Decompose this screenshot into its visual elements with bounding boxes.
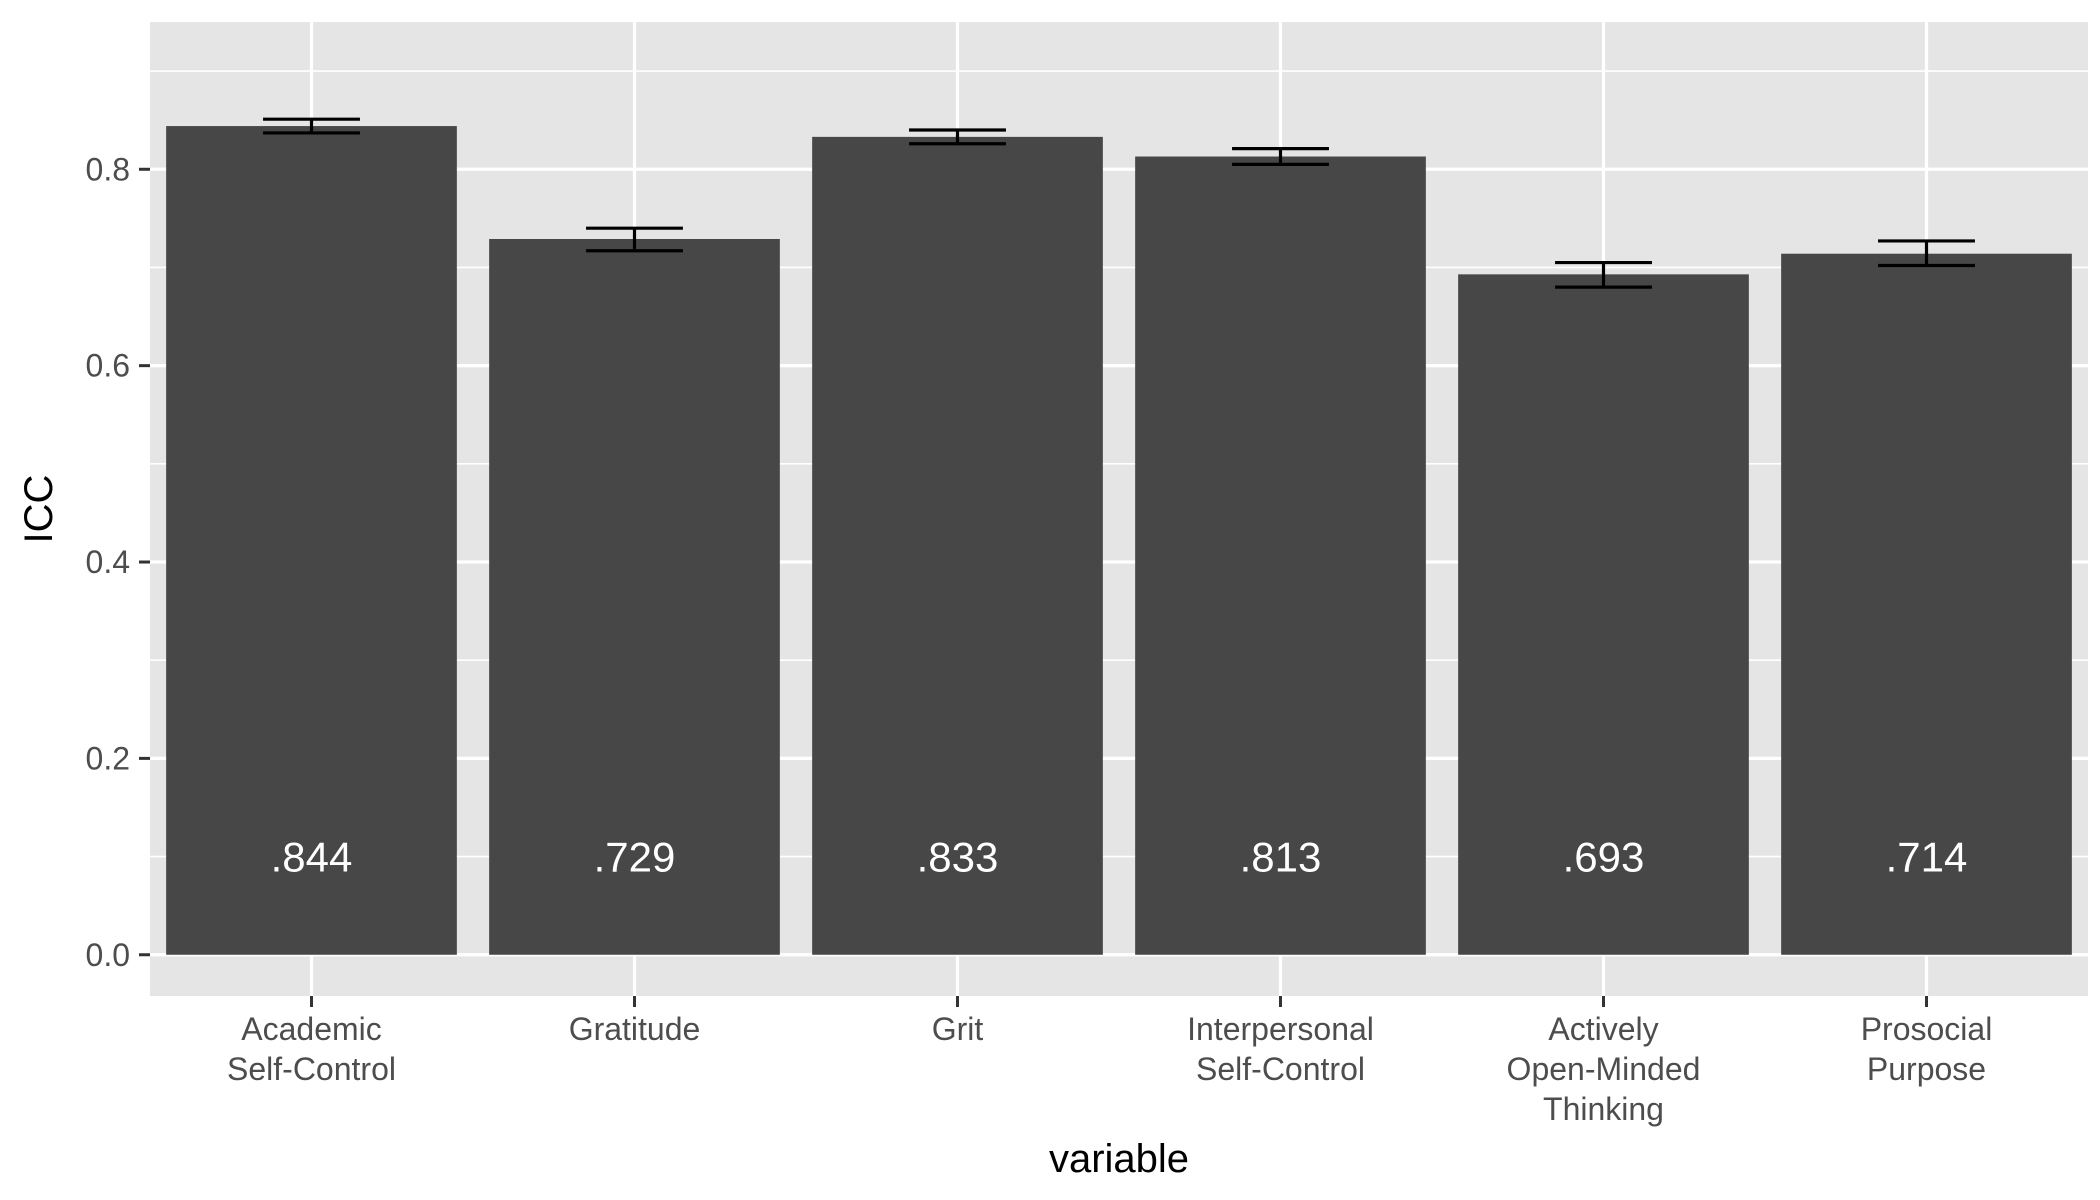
plot-panel xyxy=(150,22,2088,996)
error-bar xyxy=(1232,147,1329,166)
bar-value-label: .833 xyxy=(917,834,999,881)
error-bar xyxy=(909,128,1006,146)
bars xyxy=(166,126,2072,955)
bar-value-label: .729 xyxy=(594,834,676,881)
y-tick-label: 0.4 xyxy=(86,544,130,580)
bar-value-label: .813 xyxy=(1240,834,1322,881)
y-axis: 0.0 0.2 0.4 0.6 0.8 xyxy=(86,151,150,973)
error-bars xyxy=(263,117,1975,289)
x-tick-label: Gratitude xyxy=(569,1011,701,1047)
x-tick-label: Interpersonal Self-Control xyxy=(1187,1011,1374,1087)
y-tick-label: 0.8 xyxy=(86,151,130,187)
bar-value-label: .693 xyxy=(1563,834,1645,881)
bar xyxy=(1781,253,2072,955)
x-tick-label: Academic Self-Control xyxy=(227,1011,396,1087)
bar xyxy=(166,126,457,955)
x-axis: Academic Self-Control Gratitude Grit Interpe… xyxy=(227,996,1992,1127)
bar xyxy=(489,238,780,955)
x-tick-label: Actively Open-Minded Thinking xyxy=(1507,1011,1701,1127)
y-tick-label: 0.2 xyxy=(86,740,130,776)
x-axis-title: variable xyxy=(1049,1137,1189,1181)
error-bar xyxy=(1878,239,1975,268)
bar xyxy=(1458,274,1749,955)
x-tick-label: Prosocial Purpose xyxy=(1861,1011,1993,1087)
error-bar xyxy=(1555,260,1652,289)
bar-value-labels: .844 .729 .833 .813 .693 .714 xyxy=(271,834,1968,881)
y-tick-label: 0.0 xyxy=(86,937,130,973)
bar-value-label: .844 xyxy=(271,834,353,881)
bar-value-label: .714 xyxy=(1886,834,1968,881)
y-axis-title: ICC xyxy=(17,475,61,544)
error-bar xyxy=(586,226,683,253)
bar xyxy=(1135,156,1426,955)
y-tick-label: 0.6 xyxy=(86,348,130,384)
error-bar xyxy=(263,117,360,135)
x-tick-label: Grit xyxy=(932,1011,984,1047)
bar xyxy=(812,136,1103,955)
